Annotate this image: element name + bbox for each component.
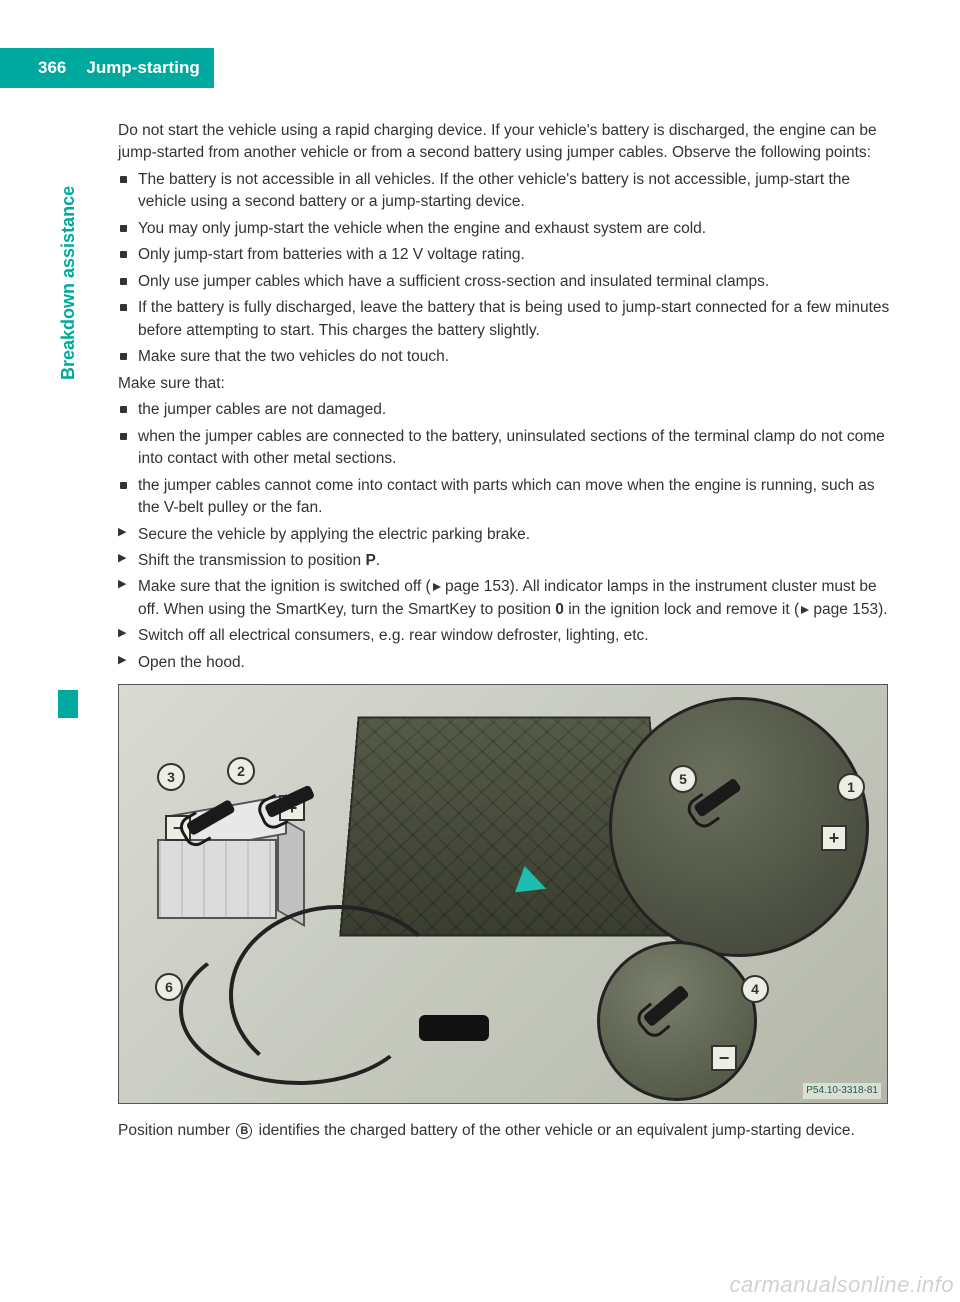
- step-bold: P: [365, 552, 375, 569]
- step-text: page 153).: [809, 601, 887, 618]
- battery-front: [157, 839, 277, 919]
- jump-start-diagram: + − 3 2 6 + 1 5 − 4 P54.10-3318-81: [118, 684, 888, 1104]
- page-header: 366 Jump-starting: [0, 48, 960, 88]
- bullet-list-1: The battery is not accessible in all veh…: [118, 169, 898, 369]
- jumper-cable-graphic: [179, 935, 419, 1085]
- list-item: Only use jumper cables which have a suff…: [132, 271, 898, 293]
- page-content: Do not start the vehicle using a rapid c…: [118, 120, 898, 1147]
- plus-terminal-icon: +: [821, 825, 847, 851]
- list-item: Secure the vehicle by applying the elect…: [132, 524, 898, 546]
- caption-text: identifies the charged battery of the ot…: [254, 1122, 855, 1139]
- list-item: Switch off all electrical consumers, e.g…: [132, 625, 898, 647]
- intro-paragraph: Do not start the vehicle using a rapid c…: [118, 120, 898, 165]
- step-text: Shift the transmission to position: [138, 552, 365, 569]
- section-tab: Breakdown assistance: [58, 186, 79, 380]
- step-bold: 0: [555, 601, 564, 618]
- subheading: Make sure that:: [118, 373, 898, 395]
- cable-handle-graphic: [419, 1015, 489, 1041]
- section-tab-marker: [58, 690, 78, 718]
- step-text: Make sure that the ignition is switched …: [138, 578, 431, 595]
- list-item: Only jump-start from batteries with a 12…: [132, 244, 898, 266]
- callout-4: 4: [741, 975, 769, 1003]
- callout-2: 2: [227, 757, 255, 785]
- step-text: in the ignition lock and remove it (: [564, 601, 799, 618]
- page-ref-icon: [801, 606, 809, 614]
- figure-caption: Position number B identifies the charged…: [118, 1120, 898, 1142]
- figure-id-label: P54.10-3318-81: [803, 1083, 881, 1100]
- caption-text: Position number: [118, 1122, 234, 1139]
- page-number: 366: [0, 48, 78, 88]
- watermark: carmanualsonline.info: [729, 1272, 954, 1298]
- list-item: Shift the transmission to position P.: [132, 550, 898, 572]
- list-item: the jumper cables are not damaged.: [132, 399, 898, 421]
- detail-circle-ground: [597, 941, 757, 1101]
- list-item: You may only jump-start the vehicle when…: [132, 218, 898, 240]
- list-item: the jumper cables cannot come into conta…: [132, 475, 898, 520]
- step-list: Secure the vehicle by applying the elect…: [118, 524, 898, 675]
- list-item: when the jumper cables are connected to …: [132, 426, 898, 471]
- page-ref-icon: [433, 583, 441, 591]
- minus-terminal-icon: −: [711, 1045, 737, 1071]
- list-item: The battery is not accessible in all veh…: [132, 169, 898, 214]
- step-text: .: [376, 552, 380, 569]
- bullet-list-2: the jumper cables are not damaged. when …: [118, 399, 898, 519]
- list-item: If the battery is fully discharged, leav…: [132, 297, 898, 342]
- callout-3: 3: [157, 763, 185, 791]
- list-item: Make sure that the ignition is switched …: [132, 576, 898, 621]
- list-item: Open the hood.: [132, 652, 898, 674]
- caption-ref-icon: B: [236, 1123, 252, 1139]
- callout-6: 6: [155, 973, 183, 1001]
- page-title: Jump-starting: [78, 48, 213, 88]
- list-item: Make sure that the two vehicles do not t…: [132, 346, 898, 368]
